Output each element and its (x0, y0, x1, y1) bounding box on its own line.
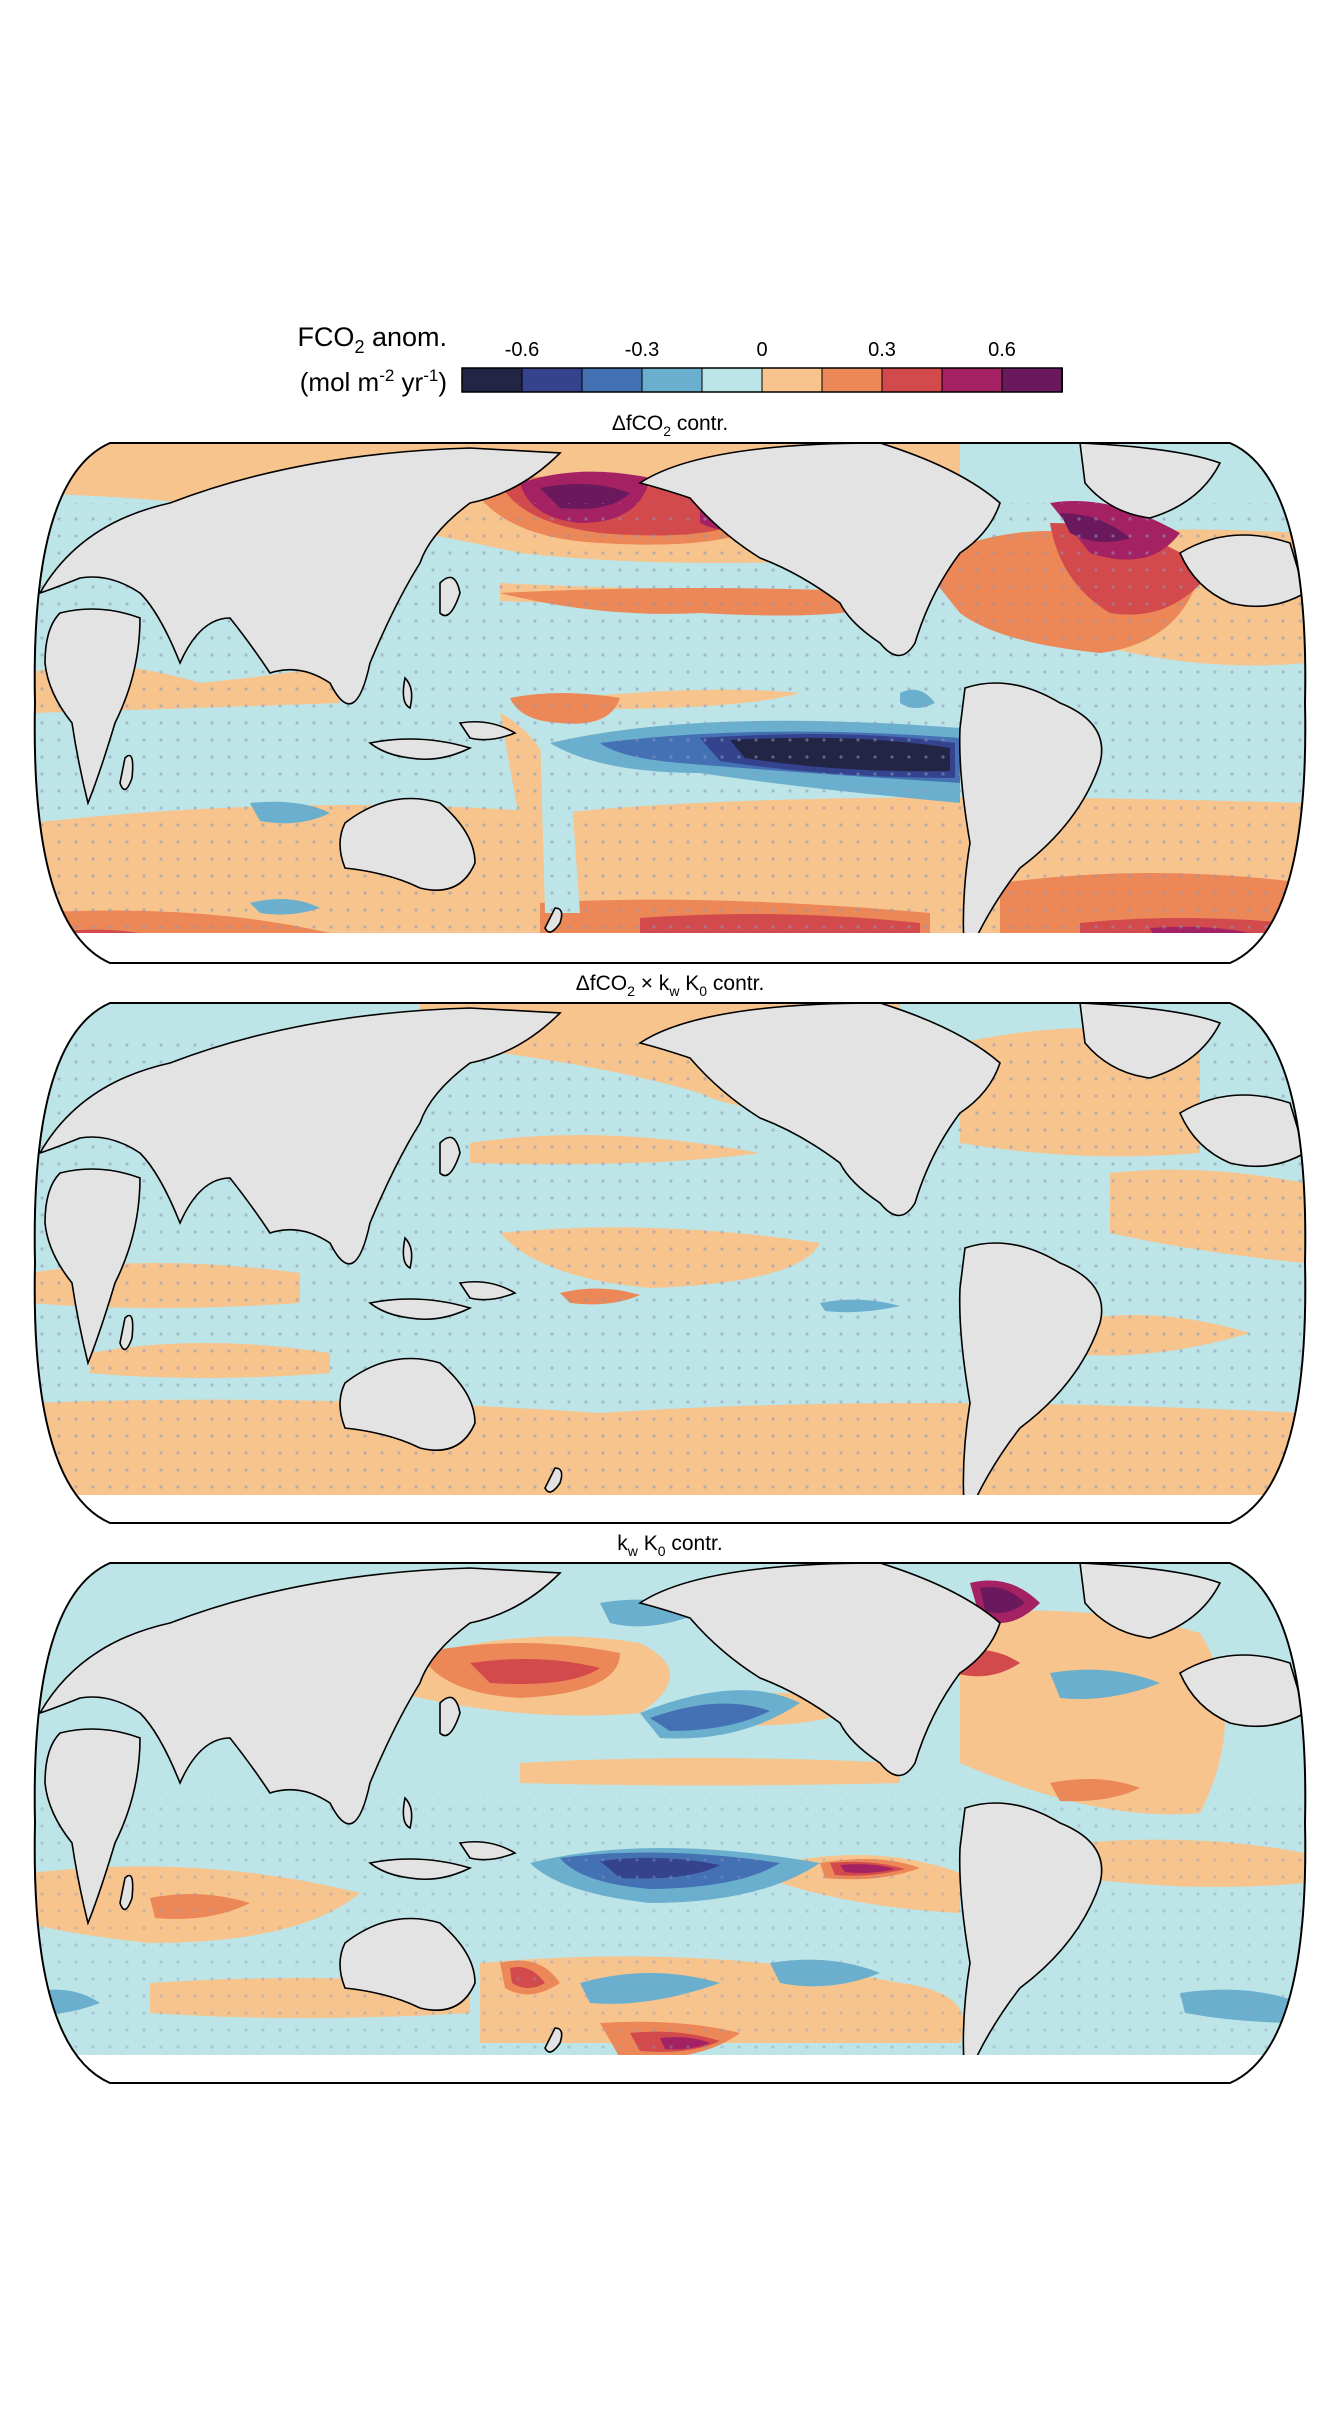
colorbar-bin (701, 367, 763, 393)
colorbar: FCO2 anom. (mol m-2 yr-1) -0.6 -0.3 0 0.3 0.… (297, 322, 1063, 397)
colorbar-bin (641, 367, 703, 393)
colorbar-bin (581, 367, 643, 393)
colorbar-bin (1001, 367, 1063, 393)
colorbar-tick-label: 0.3 (868, 339, 896, 361)
panel-kwk0: kw K0 contr. (33, 1532, 1307, 2084)
map-dfco2 (33, 442, 1307, 964)
colorbar-title: FCO2 anom. (297, 322, 447, 357)
colorbar-tick-label: -0.6 (505, 339, 539, 361)
panel-title: kw K0 contr. (617, 1532, 722, 1559)
panel-title: ΔfCO2 × kw K0 contr. (576, 972, 765, 999)
colorbar-tick-label: 0 (756, 339, 767, 361)
panel-dfco2: ΔfCO2 contr. (33, 412, 1307, 964)
significance-stipple (34, 1793, 1306, 2083)
colorbar-frame (461, 367, 1063, 393)
colorbar-bins (461, 367, 1063, 393)
colorbar-bin (941, 367, 1003, 393)
colorbar-units: (mol m-2 yr-1) (300, 366, 447, 397)
colorbar-bin (881, 367, 943, 393)
colorbar-bin (821, 367, 883, 393)
colorbar-bin (461, 367, 523, 393)
panel-title: ΔfCO2 contr. (612, 412, 728, 439)
colorbar-bin (521, 367, 583, 393)
map-dfco2-kwk0 (33, 1002, 1307, 1524)
colorbar-tick-label: -0.3 (625, 339, 659, 361)
panel-dfco2-kwk0: ΔfCO2 × kw K0 contr. (33, 972, 1307, 1524)
colorbar-bin (761, 367, 823, 393)
map-kwk0 (33, 1562, 1307, 2084)
colorbar-tick-label: 0.6 (988, 339, 1016, 361)
colorbar-ticks: -0.6 -0.3 0 0.3 0.6 (505, 339, 1016, 361)
